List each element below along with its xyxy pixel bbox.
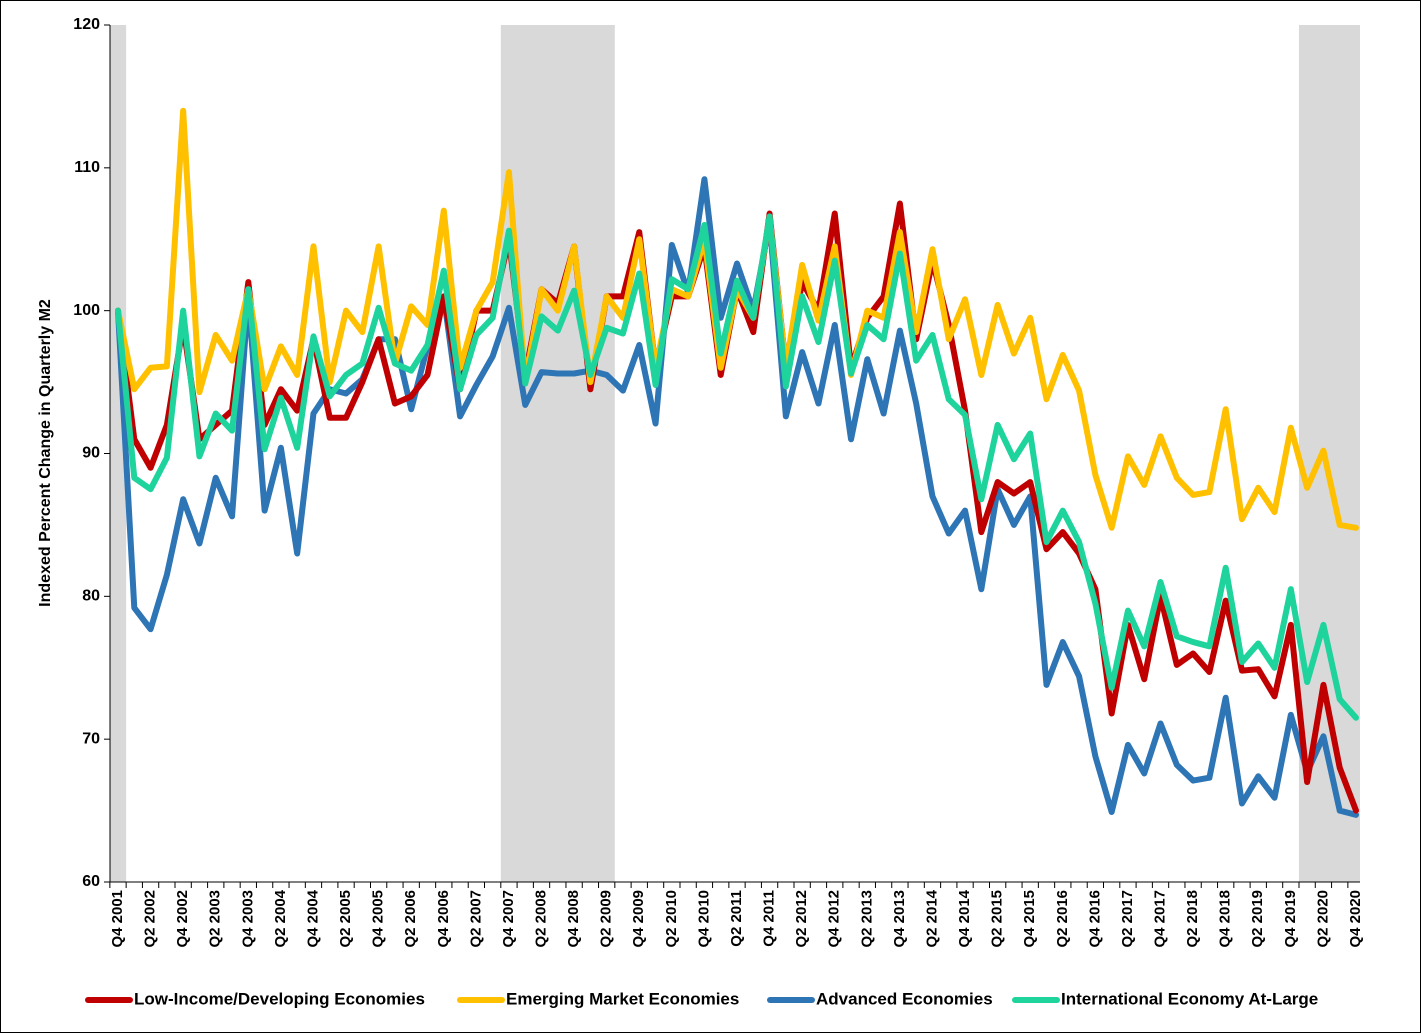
x-tick-label: Q4 2020 [1347, 890, 1364, 948]
legend-label: Advanced Economies [816, 989, 993, 1008]
series-line [115, 213, 1359, 721]
y-tick-label: 70 [82, 730, 100, 747]
x-tick-label: Q4 2008 [565, 890, 582, 948]
x-tick-label: Q4 2019 [1282, 890, 1299, 948]
axes: 60 70 80 90 100 110 120 Q4 2001 Q2 2002 Q4 2002 Q2… [73, 16, 1364, 947]
x-tick-label: Q2 2017 [1119, 890, 1136, 948]
x-tick-label: Q2 2016 [1054, 890, 1071, 948]
x-tick-label: Q4 2009 [630, 890, 647, 948]
x-tick-label: Q4 2015 [1021, 890, 1038, 948]
legend: Low-Income/Developing Economies Emerging … [85, 989, 1318, 1008]
x-tick-label: Q2 2014 [923, 889, 940, 947]
x-tick-label: Q2 2010 [663, 890, 680, 948]
x-tick-label: Q4 2001 [109, 890, 126, 948]
x-tick-label: Q4 2003 [239, 890, 256, 948]
y-tick-label: 60 [82, 873, 100, 890]
x-tick-label: Q4 2012 [826, 890, 843, 948]
x-tick-label: Q4 2017 [1151, 890, 1168, 948]
x-tick-label: Q2 2009 [598, 890, 615, 948]
x-tick-label: Q2 2006 [402, 890, 419, 948]
x-tick-label: Q4 2018 [1217, 890, 1234, 948]
lines [115, 107, 1359, 818]
x-tick-label: Q4 2016 [1086, 890, 1103, 948]
y-axis-label: Indexed Percent Change in Quarterly M2 [37, 299, 54, 607]
y-tick-label: 110 [74, 159, 100, 176]
shaded-period [110, 25, 127, 882]
x-tick-label: Q2 2012 [793, 890, 810, 948]
legend-label: Emerging Market Economies [506, 989, 739, 1008]
x-tick-label: Q4 2002 [174, 890, 191, 948]
y-tick-label: 90 [82, 445, 100, 462]
legend-label: International Economy At-Large [1061, 989, 1318, 1008]
x-tick-label: Q4 2004 [304, 889, 321, 947]
x-tick-label: Q2 2011 [728, 890, 745, 947]
x-tick-label: Q2 2013 [858, 890, 875, 948]
x-tick-label: Q2 2019 [1249, 890, 1266, 948]
x-tick-label: Q4 2011 [761, 890, 778, 947]
shaded-period [1298, 25, 1360, 882]
x-tick-label: Q2 2003 [207, 890, 224, 948]
x-tick-label: Q2 2018 [1184, 890, 1201, 948]
x-tick-label: Q4 2006 [435, 890, 452, 948]
x-tick-label: Q2 2020 [1314, 890, 1331, 948]
x-tick-label: Q2 2015 [989, 890, 1006, 948]
x-tick-label: Q4 2013 [891, 890, 908, 948]
x-tick-label: Q4 2010 [695, 890, 712, 948]
x-tick-label: Q4 2014 [956, 889, 973, 947]
shaded-periods [110, 25, 1360, 882]
x-tick-label: Q2 2004 [272, 889, 289, 947]
x-tick-label: Q2 2008 [532, 890, 549, 948]
x-tick-label: Q2 2005 [337, 890, 354, 948]
shaded-period [500, 25, 615, 882]
x-tick-label: Q2 2002 [142, 890, 159, 948]
legend-label: Low-Income/Developing Economies [134, 989, 425, 1008]
x-tick-label: Q2 2007 [467, 890, 484, 948]
y-tick-label: 100 [73, 302, 100, 319]
y-tick-label: 120 [73, 16, 100, 33]
x-tick-label: Q4 2005 [370, 890, 387, 948]
y-tick-label: 80 [82, 588, 100, 605]
x-tick-label: Q4 2007 [500, 890, 517, 948]
